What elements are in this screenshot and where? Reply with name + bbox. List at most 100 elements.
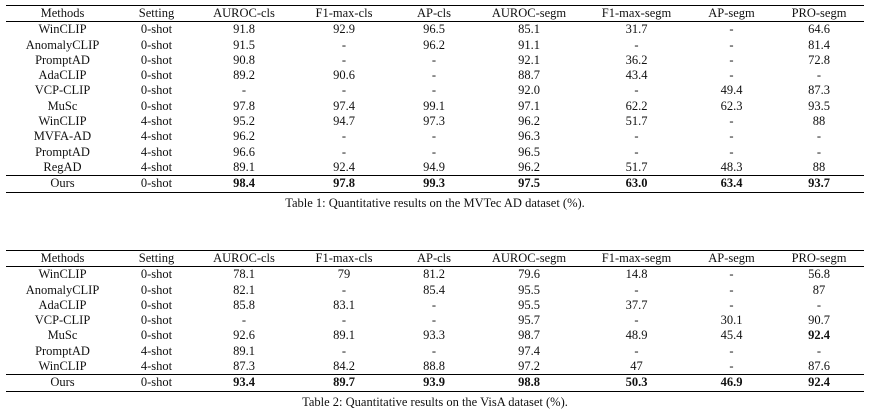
method-cell: RegAD bbox=[43, 159, 82, 174]
column-header: AP-cls bbox=[416, 251, 452, 265]
column-header: Methods bbox=[40, 6, 85, 20]
value-cell: - bbox=[341, 282, 347, 297]
column-header: AUROC-segm bbox=[491, 6, 567, 20]
value-cell: 43.4 bbox=[625, 68, 648, 83]
value-cell: 89.1 bbox=[233, 343, 255, 358]
table-1-header-row: Methods Setting AUROC-cls F1-max-cls AP-cls A… bbox=[6, 5, 864, 22]
value-cell: 92.6 bbox=[233, 328, 255, 343]
value-cell: 95.2 bbox=[233, 114, 255, 129]
value-cell: 92.9 bbox=[333, 22, 355, 37]
setting-cell: 0-shot bbox=[140, 375, 173, 390]
table-row: PromptAD 4-shot 89.1 - - 97.4 - - - bbox=[6, 344, 864, 359]
value-cell: 92.1 bbox=[518, 52, 540, 67]
method-cell: WinCLIP bbox=[38, 267, 87, 282]
value-cell: - bbox=[431, 313, 437, 328]
value-cell: 89.2 bbox=[233, 68, 255, 83]
value-cell: 49.4 bbox=[720, 83, 743, 98]
value-cell: 98.8 bbox=[518, 375, 540, 390]
method-cell: VCP-CLIP bbox=[34, 313, 91, 328]
setting-cell: 0-shot bbox=[140, 22, 173, 37]
value-cell: 45.4 bbox=[720, 328, 743, 343]
method-cell: PromptAD bbox=[35, 144, 90, 159]
value-cell: 64.6 bbox=[808, 22, 830, 37]
value-cell: - bbox=[431, 144, 437, 159]
value-cell: 81.2 bbox=[423, 267, 445, 282]
value-cell: 90.8 bbox=[233, 52, 255, 67]
value-cell: 31.7 bbox=[625, 22, 648, 37]
value-cell: 97.4 bbox=[518, 343, 540, 358]
value-cell: 89.1 bbox=[233, 159, 255, 174]
setting-cell: 4-shot bbox=[140, 129, 173, 144]
table-1-body: WinCLIP 0-shot 91.8 92.9 96.5 85.1 31.7-64.6 An… bbox=[6, 22, 864, 193]
method-cell: AdaCLIP bbox=[38, 297, 87, 312]
table-row: WinCLIP 4-shot 87.3 84.2 88.8 97.2 47 - 87.6 bbox=[6, 359, 864, 375]
method-cell: MVFA-AD bbox=[33, 129, 92, 144]
value-cell: 88 bbox=[812, 159, 826, 174]
setting-cell: 4-shot bbox=[140, 159, 173, 174]
setting-cell: 0-shot bbox=[140, 176, 173, 191]
value-cell: 89.1 bbox=[333, 328, 355, 343]
value-cell: - bbox=[729, 114, 734, 129]
value-cell: 87.6 bbox=[808, 359, 830, 374]
method-cell: AdaCLIP bbox=[38, 68, 87, 83]
table-row: PromptAD 4-shot 96.6 - - 96.5 - - - bbox=[6, 145, 864, 160]
value-cell: 95.5 bbox=[518, 297, 540, 312]
value-cell: 93.7 bbox=[808, 176, 830, 191]
column-header: F1-max-cls bbox=[315, 6, 373, 20]
value-cell: 90.6 bbox=[333, 68, 355, 83]
setting-cell: 0-shot bbox=[140, 297, 173, 312]
value-cell: 92.4 bbox=[333, 159, 355, 174]
value-cell: - bbox=[634, 83, 639, 98]
column-header: AP-segm bbox=[708, 6, 755, 20]
table-row: RegAD 4-shot 89.1 92.4 94.9 96.2 51.7 48.3 88 bbox=[6, 160, 864, 176]
value-cell: 85.1 bbox=[518, 22, 540, 37]
column-header: F1-max-segm bbox=[601, 6, 672, 20]
value-cell: 85.4 bbox=[423, 282, 445, 297]
value-cell: 97.5 bbox=[518, 176, 540, 191]
column-header: PRO-segm bbox=[791, 251, 847, 265]
table-row: MuSc 0-shot 92.6 89.1 93.3 98.7 48.9 45.4 92.4 bbox=[6, 328, 864, 343]
value-cell: - bbox=[341, 144, 347, 159]
column-header: Methods bbox=[40, 251, 85, 265]
column-header: Setting bbox=[138, 6, 175, 20]
table-row: WinCLIP 0-shot 91.8 92.9 96.5 85.1 31.7 - 64.6 bbox=[6, 22, 864, 38]
value-cell: 46.9 bbox=[720, 375, 743, 390]
setting-cell: 4-shot bbox=[140, 114, 173, 129]
value-cell: 62.2 bbox=[625, 98, 648, 113]
value-cell: 30.1 bbox=[720, 313, 743, 328]
value-cell: - bbox=[816, 297, 822, 312]
value-cell: - bbox=[431, 129, 437, 144]
table-row: VCP-CLIP 0-shot - - - 95.7 - 30.1 90.7 bbox=[6, 313, 864, 328]
method-cell: Ours bbox=[50, 375, 75, 390]
value-cell: 84.2 bbox=[333, 359, 355, 374]
value-cell: 97.8 bbox=[333, 176, 355, 191]
table-row: AdaCLIP 0-shot 85.8 83.1 - 95.5 37.7 - - bbox=[6, 298, 864, 313]
value-cell: 82.1 bbox=[233, 282, 255, 297]
table-row: AnomalyCLIP 0-shot 91.5 - 96.2 91.1 - - 81.4 bbox=[6, 38, 864, 53]
value-cell: 92.4 bbox=[808, 328, 830, 343]
table-1-mvtec: Methods Setting AUROC-cls F1-max-cls AP-cls A… bbox=[6, 5, 864, 193]
value-cell: 97.2 bbox=[518, 359, 540, 374]
method-cell: MuSc bbox=[47, 328, 78, 343]
value-cell: - bbox=[729, 37, 734, 52]
table-row: VCP-CLIP 0-shot - - - 92.0 - 49.4 87.3 bbox=[6, 83, 864, 98]
value-cell: 83.1 bbox=[333, 297, 355, 312]
setting-cell: 4-shot bbox=[140, 359, 173, 374]
method-cell: VCP-CLIP bbox=[34, 83, 91, 98]
value-cell: - bbox=[729, 22, 734, 37]
table-row: AdaCLIP 0-shot 89.2 90.6 - 88.7 43.4 - - bbox=[6, 68, 864, 83]
value-cell: 85.8 bbox=[233, 297, 255, 312]
column-header: AUROC-cls bbox=[213, 6, 275, 20]
table-row: PromptAD 0-shot 90.8 - - 92.1 36.2 - 72.8 bbox=[6, 53, 864, 68]
value-cell: 98.7 bbox=[518, 328, 540, 343]
setting-cell: 4-shot bbox=[140, 343, 173, 358]
method-cell: WinCLIP bbox=[38, 114, 87, 129]
table-2-body: WinCLIP 0-shot 78.1 79 81.2 79.6 14.8-56.8 Anom… bbox=[6, 267, 864, 392]
value-cell: 87 bbox=[812, 282, 826, 297]
value-cell: - bbox=[341, 52, 347, 67]
value-cell: 96.6 bbox=[233, 144, 255, 159]
value-cell: - bbox=[816, 129, 822, 144]
value-cell: 51.7 bbox=[625, 114, 648, 129]
value-cell: - bbox=[729, 68, 734, 83]
table-row: MuSc 0-shot 97.8 97.4 99.1 97.1 62.2 62.3 93.5 bbox=[6, 99, 864, 114]
